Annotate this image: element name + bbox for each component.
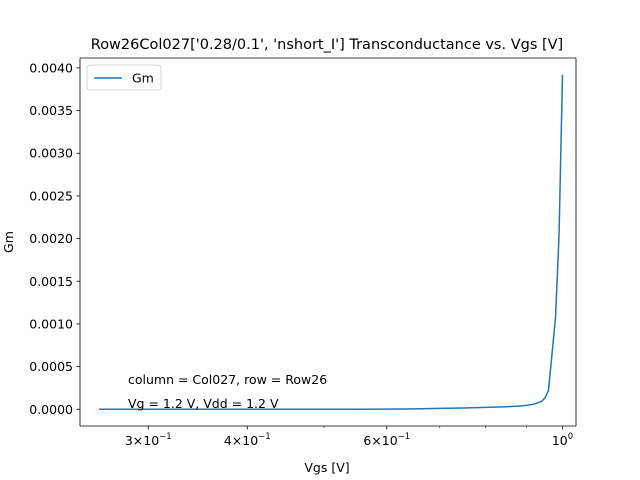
plot-area [80, 58, 576, 426]
y-tick-label-6: 0.0030 [29, 146, 73, 161]
y-tick-label-8: 0.0040 [29, 60, 73, 75]
y-axis-label: Gm [1, 231, 16, 253]
annotation-1: Vg = 1.2 V, Vdd = 1.2 V [128, 396, 279, 411]
y-tick-label-1: 0.0005 [29, 359, 73, 374]
y-tick-label-3: 0.0015 [29, 274, 73, 289]
y-tick-label-7: 0.0035 [29, 103, 73, 118]
series-line-0 [99, 74, 564, 411]
x-tick-label-0: 3×10−1 [125, 432, 172, 448]
x-axis-label: Vgs [V] [304, 460, 349, 475]
y-tick-label-2: 0.0010 [29, 316, 73, 331]
chart-title: Row26Col027['0.28/0.1', 'nshort_I'] Tran… [91, 37, 563, 53]
x-tick-label-1: 4×10−1 [224, 432, 271, 448]
legend-label-0: Gm [132, 71, 154, 86]
x-tick-label-3: 100 [552, 432, 573, 448]
annotation-0: column = Col027, row = Row26 [128, 372, 327, 387]
y-tick-label-0: 0.0000 [29, 402, 73, 417]
y-tick-label-5: 0.0025 [29, 188, 73, 203]
y-tick-label-4: 0.0020 [29, 231, 73, 246]
x-tick-label-2: 6×10−1 [363, 432, 410, 448]
legend-box [86, 64, 162, 91]
